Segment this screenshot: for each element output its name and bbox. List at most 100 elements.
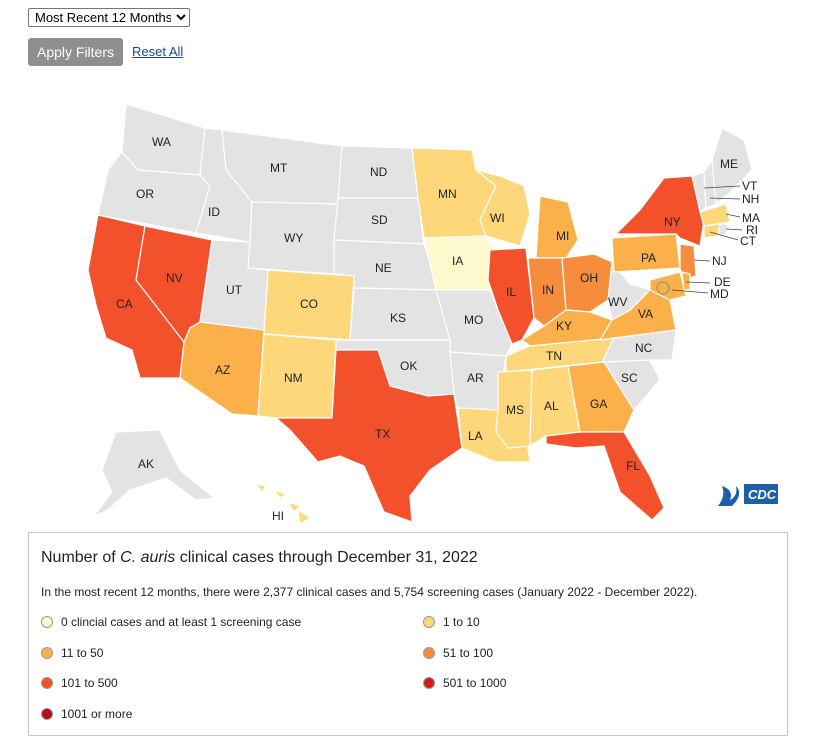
- label-VA: VA: [638, 307, 653, 321]
- legend-title-prefix: Number of: [41, 549, 121, 566]
- legend-swatch: [423, 677, 435, 689]
- legend-swatch: [423, 616, 435, 628]
- legend-panel: Number of C. auris clinical cases throug…: [28, 532, 788, 736]
- label-WV: WV: [608, 295, 627, 309]
- legend-item: 1 to 10: [423, 615, 480, 629]
- state-MO[interactable]: [435, 289, 513, 357]
- label-SD: SD: [371, 213, 388, 227]
- state-IL[interactable]: [487, 247, 535, 345]
- label-MI: MI: [556, 229, 569, 243]
- legend-item: 101 to 500: [41, 676, 118, 690]
- label-MT: MT: [270, 161, 288, 175]
- label-KS: KS: [390, 311, 406, 325]
- legend-label: 51 to 100: [443, 646, 494, 660]
- legend-label: 101 to 500: [61, 676, 118, 690]
- label-NJ: NJ: [712, 254, 727, 268]
- label-WY: WY: [284, 231, 303, 245]
- legend-title-suffix: clinical cases through December 31, 2022: [175, 549, 478, 566]
- label-MO: MO: [464, 313, 483, 327]
- label-IN: IN: [542, 283, 554, 297]
- legend-label: 1 to 10: [443, 615, 480, 629]
- state-MI[interactable]: [535, 195, 579, 259]
- legend-label: 0 clincial cases and at least 1 screenin…: [61, 615, 302, 629]
- label-OK: OK: [400, 359, 417, 373]
- legend-swatch: [41, 616, 53, 628]
- apply-filters-button[interactable]: Apply Filters: [28, 38, 123, 66]
- state-labels: WA OR CA NV ID MT WY UT AZ CO NM ND SD N…: [116, 135, 760, 523]
- label-RI: RI: [746, 223, 758, 237]
- state-WY[interactable]: [247, 201, 339, 275]
- legend-item: 51 to 100: [423, 646, 493, 660]
- state-MA[interactable]: [699, 203, 731, 227]
- label-FL: FL: [626, 459, 640, 473]
- label-MN: MN: [438, 187, 457, 201]
- legend-item: 501 to 1000: [423, 676, 506, 690]
- label-UT: UT: [226, 283, 243, 297]
- label-KY: KY: [556, 319, 572, 333]
- reset-all-link[interactable]: Reset All: [132, 44, 184, 59]
- state-FL[interactable]: [545, 431, 665, 521]
- label-DE: DE: [714, 275, 731, 289]
- label-WA: WA: [152, 135, 171, 149]
- legend-swatch: [41, 708, 53, 720]
- label-MS: MS: [506, 403, 524, 417]
- period-select[interactable]: Most Recent 12 Months: [28, 8, 190, 27]
- label-MD: MD: [710, 287, 729, 301]
- label-AK: AK: [138, 457, 154, 471]
- legend-note: In the most recent 12 months, there were…: [41, 585, 698, 599]
- legend-item: 1001 or more: [41, 707, 132, 721]
- legend-title-italic: C. auris: [120, 549, 176, 566]
- legend-label: 501 to 1000: [443, 676, 507, 690]
- state-HI[interactable]: [255, 483, 311, 525]
- label-NM: NM: [284, 371, 303, 385]
- legend-swatch: [41, 677, 53, 689]
- label-TN: TN: [546, 349, 562, 363]
- legend-item: 0 clincial cases and at least 1 screenin…: [41, 615, 301, 629]
- us-map: WA OR CA NV ID MT WY UT AZ CO NM ND SD N…: [87, 103, 778, 525]
- legend-swatch: [41, 647, 53, 659]
- label-ID: ID: [208, 205, 220, 219]
- label-AR: AR: [467, 371, 484, 385]
- label-PA: PA: [641, 251, 656, 265]
- label-NY: NY: [664, 215, 681, 229]
- state-GA[interactable]: [567, 361, 635, 433]
- dc-marker[interactable]: [656, 281, 670, 295]
- hhs-eagle-icon: [718, 486, 740, 506]
- legend-swatch: [423, 647, 435, 659]
- label-GA: GA: [590, 397, 607, 411]
- label-MA: MA: [742, 211, 760, 225]
- label-OR: OR: [136, 187, 154, 201]
- label-CA: CA: [116, 297, 133, 311]
- period-select-wrap: Most Recent 12 Months: [28, 8, 190, 27]
- label-HI: HI: [272, 509, 284, 523]
- label-AL: AL: [544, 399, 559, 413]
- label-TX: TX: [375, 427, 390, 441]
- label-OH: OH: [580, 271, 598, 285]
- legend-title: Number of C. auris clinical cases throug…: [41, 549, 478, 567]
- label-SC: SC: [621, 371, 638, 385]
- label-VT: VT: [742, 179, 758, 193]
- cdc-logo-text: CDC: [748, 487, 777, 502]
- label-ME: ME: [720, 157, 738, 171]
- state-DE[interactable]: [681, 271, 691, 291]
- state-RI[interactable]: [717, 223, 729, 237]
- label-NV: NV: [166, 271, 183, 285]
- state-NC[interactable]: [601, 329, 677, 363]
- state-TX[interactable]: [275, 349, 463, 523]
- label-CO: CO: [300, 297, 318, 311]
- label-ND: ND: [370, 165, 388, 179]
- label-IL: IL: [506, 285, 516, 299]
- legend-item: 11 to 50: [41, 646, 103, 660]
- label-LA: LA: [468, 429, 483, 443]
- state-AK[interactable]: [93, 429, 215, 517]
- label-WI: WI: [490, 211, 505, 225]
- label-NE: NE: [375, 261, 392, 275]
- state-ME[interactable]: [711, 127, 753, 205]
- legend-label: 11 to 50: [61, 646, 104, 660]
- label-NH: NH: [742, 192, 759, 206]
- label-CT: CT: [740, 234, 757, 248]
- state-WI[interactable]: [475, 169, 531, 247]
- label-NC: NC: [635, 341, 653, 355]
- cdc-logo[interactable]: CDC: [718, 484, 778, 506]
- legend-label: 1001 or more: [61, 707, 133, 721]
